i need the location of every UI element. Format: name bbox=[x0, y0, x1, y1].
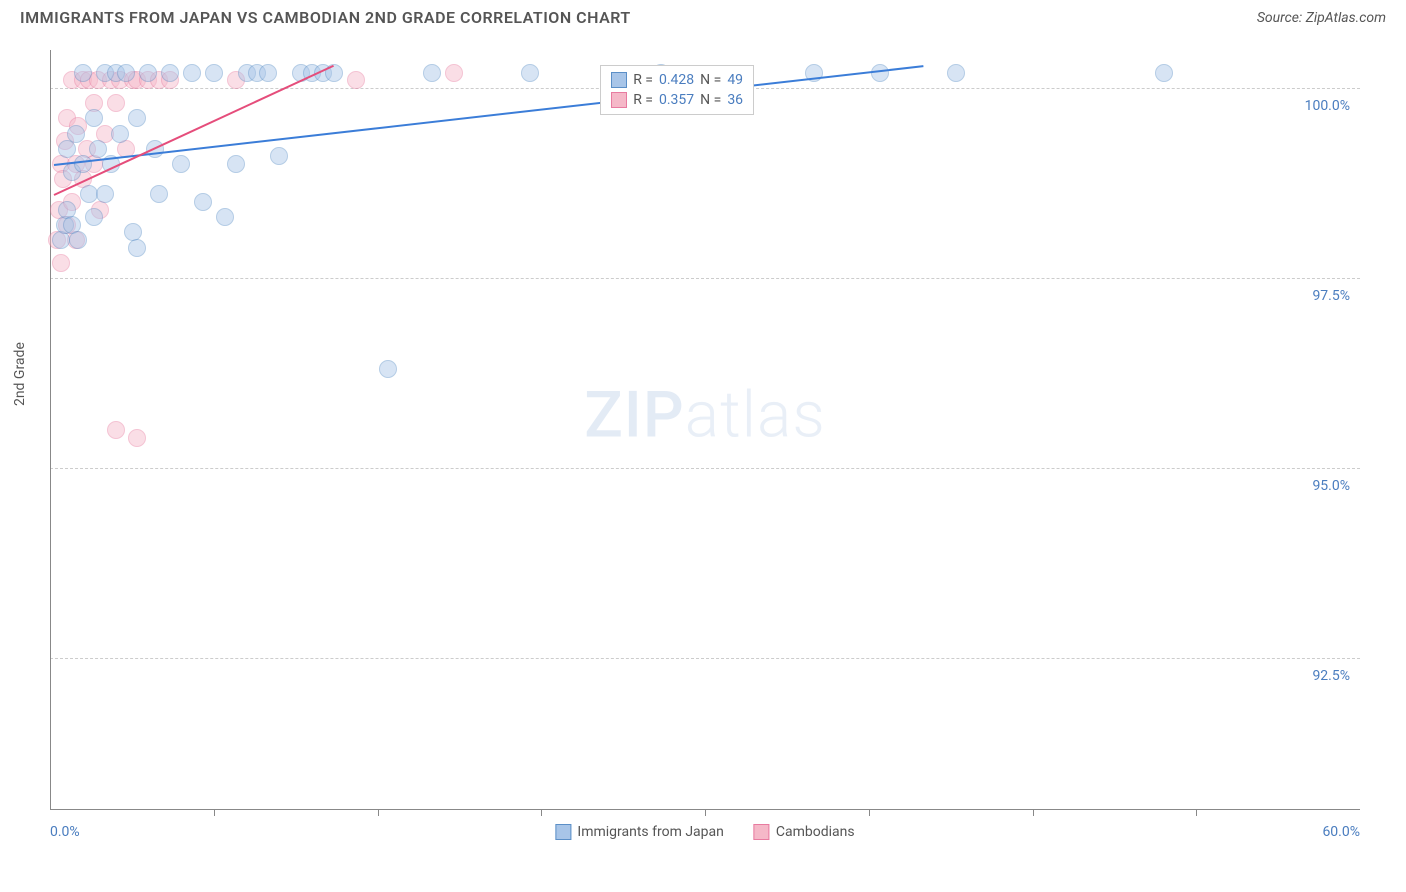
x-tick-mark bbox=[1033, 810, 1034, 816]
gridline bbox=[50, 468, 1360, 469]
gridline bbox=[50, 278, 1360, 279]
scatter-point bbox=[74, 155, 92, 173]
scatter-point bbox=[216, 208, 234, 226]
scatter-point bbox=[947, 64, 965, 82]
x-tick-label: 0.0% bbox=[50, 824, 80, 840]
legend-n-value: 49 bbox=[727, 72, 743, 88]
chart-source: Source: ZipAtlas.com bbox=[1257, 10, 1386, 26]
series-legend-item: Cambodians bbox=[754, 824, 855, 840]
scatter-point bbox=[128, 429, 146, 447]
scatter-point bbox=[227, 155, 245, 173]
scatter-point bbox=[74, 64, 92, 82]
scatter-point bbox=[85, 208, 103, 226]
gridline bbox=[50, 658, 1360, 659]
y-tick-label: 92.5% bbox=[1312, 668, 1350, 684]
trend-line bbox=[54, 65, 923, 166]
legend-r-value: 0.357 bbox=[659, 92, 694, 108]
scatter-point bbox=[107, 94, 125, 112]
x-tick-mark bbox=[541, 810, 542, 816]
scatter-point bbox=[67, 125, 85, 143]
legend-r-value: 0.428 bbox=[659, 72, 694, 88]
x-tick-mark bbox=[214, 810, 215, 816]
scatter-point bbox=[150, 185, 168, 203]
scatter-point bbox=[183, 64, 201, 82]
legend-swatch bbox=[611, 72, 627, 88]
scatter-point bbox=[172, 155, 190, 173]
y-axis-line bbox=[50, 50, 51, 810]
scatter-point bbox=[117, 64, 135, 82]
legend-n-value: 36 bbox=[727, 92, 743, 108]
chart-plot-area: 2nd Grade 92.5%95.0%97.5%100.0%0.0%60.0%… bbox=[50, 50, 1360, 810]
series-legend: Immigrants from Japan Cambodians bbox=[555, 824, 854, 840]
x-tick-mark bbox=[869, 810, 870, 816]
scatter-point bbox=[69, 231, 87, 249]
scatter-point bbox=[128, 109, 146, 127]
y-tick-label: 97.5% bbox=[1312, 288, 1350, 304]
chart-header: IMMIGRANTS FROM JAPAN VS CAMBODIAN 2ND G… bbox=[0, 0, 1406, 27]
scatter-point bbox=[107, 421, 125, 439]
chart-title: IMMIGRANTS FROM JAPAN VS CAMBODIAN 2ND G… bbox=[20, 8, 631, 27]
scatter-point bbox=[161, 64, 179, 82]
stats-legend-row: R = 0.357 N = 36 bbox=[611, 90, 743, 110]
y-axis-label: 2nd Grade bbox=[12, 342, 28, 406]
scatter-point bbox=[128, 239, 146, 257]
x-tick-mark bbox=[378, 810, 379, 816]
x-tick-mark bbox=[1196, 810, 1197, 816]
scatter-point bbox=[270, 147, 288, 165]
series-legend-label: Immigrants from Japan bbox=[577, 824, 723, 840]
scatter-point bbox=[139, 64, 157, 82]
scatter-point bbox=[445, 64, 463, 82]
legend-swatch bbox=[611, 92, 627, 108]
scatter-point bbox=[1155, 64, 1173, 82]
stats-legend-row: R = 0.428 N = 49 bbox=[611, 70, 743, 90]
scatter-point bbox=[52, 254, 70, 272]
scatter-point bbox=[259, 64, 277, 82]
x-tick-mark bbox=[705, 810, 706, 816]
legend-swatch bbox=[754, 824, 770, 840]
series-legend-label: Cambodians bbox=[776, 824, 855, 840]
scatter-point bbox=[52, 231, 70, 249]
stats-legend: R = 0.428 N = 49 R = 0.357 N = 36 bbox=[600, 65, 754, 115]
x-tick-label: 60.0% bbox=[1322, 824, 1360, 840]
scatter-point bbox=[194, 193, 212, 211]
scatter-point bbox=[379, 360, 397, 378]
scatter-point bbox=[89, 140, 107, 158]
series-legend-item: Immigrants from Japan bbox=[555, 824, 723, 840]
scatter-point bbox=[423, 64, 441, 82]
scatter-point bbox=[205, 64, 223, 82]
y-tick-label: 95.0% bbox=[1312, 478, 1350, 494]
scatter-point bbox=[111, 125, 129, 143]
scatter-point bbox=[96, 185, 114, 203]
scatter-point bbox=[58, 140, 76, 158]
y-tick-label: 100.0% bbox=[1305, 98, 1350, 114]
scatter-point bbox=[347, 71, 365, 89]
scatter-plot: 92.5%95.0%97.5%100.0%0.0%60.0% R = 0.428… bbox=[50, 50, 1360, 810]
legend-swatch bbox=[555, 824, 571, 840]
scatter-point bbox=[521, 64, 539, 82]
scatter-point bbox=[85, 109, 103, 127]
